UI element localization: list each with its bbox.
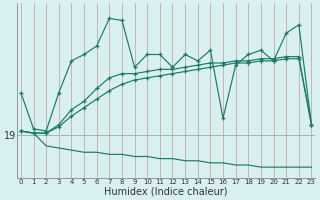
- X-axis label: Humidex (Indice chaleur): Humidex (Indice chaleur): [104, 187, 228, 197]
